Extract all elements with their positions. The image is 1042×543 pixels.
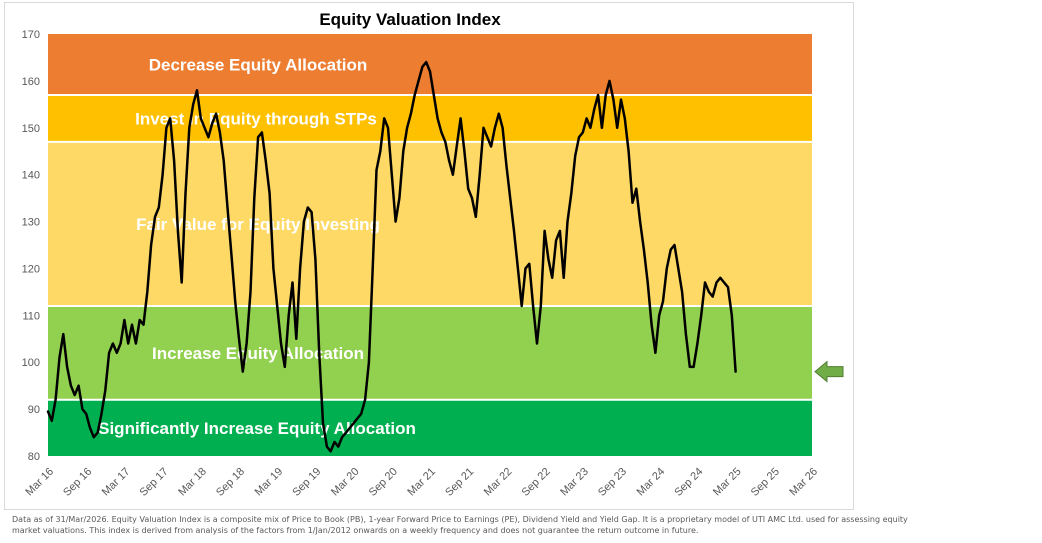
x-tick-label: Mar 19 [253, 466, 286, 499]
footnote-line-2: market valuations. This index is derived… [12, 526, 699, 535]
zone-label: Decrease Equity Allocation [149, 55, 368, 74]
x-tick-label: Mar 21 [405, 466, 438, 499]
footnote-line-1: Data as of 31/Mar/2026. Equity Valuation… [12, 515, 908, 524]
y-tick-label: 90 [28, 404, 40, 416]
x-tick-label: Sep 16 [61, 466, 94, 499]
y-tick-label: 110 [22, 310, 40, 322]
x-tick-label: Mar 16 [23, 466, 56, 499]
x-tick-label: Mar 26 [787, 466, 820, 499]
x-tick-label: Mar 18 [176, 466, 209, 499]
zone-band [48, 34, 812, 95]
index-line-layer [46, 60, 737, 453]
zone-labels: Decrease Equity Allocation Invest in Equi… [98, 55, 416, 437]
zone-label: Increase Equity Allocation [152, 344, 364, 363]
index-line [46, 60, 737, 453]
x-tick-label: Sep 23 [596, 466, 629, 499]
x-tick-label: Mar 23 [558, 466, 591, 499]
y-tick-label: 170 [22, 29, 40, 41]
valuation-zones [48, 34, 812, 456]
x-tick-label: Mar 22 [482, 466, 515, 499]
x-tick-label: Mar 17 [100, 466, 133, 499]
zone-label: Fair Value for Equity Investing [136, 215, 380, 234]
left-arrow-icon [814, 360, 844, 383]
x-tick-label: Sep 18 [214, 466, 247, 499]
y-tick-label: 160 [22, 76, 40, 88]
y-tick-label: 80 [28, 451, 40, 463]
x-tick-label: Mar 25 [711, 466, 744, 499]
x-tick-label: Sep 24 [672, 466, 705, 499]
current-value-marker [814, 360, 844, 383]
chart-title: Equity Valuation Index [319, 10, 501, 29]
x-tick-label: Sep 21 [443, 466, 476, 499]
x-tick-label: Sep 20 [367, 466, 400, 499]
y-tick-label: 120 [22, 263, 40, 275]
y-tick-label: 150 [22, 123, 40, 135]
zone-band [48, 94, 812, 142]
chart-frame [4, 2, 854, 510]
y-tick-label: 100 [22, 357, 40, 369]
equity-valuation-chart: Decrease Equity Allocation Invest in Equi… [22, 10, 844, 499]
zone-label: Significantly Increase Equity Allocation [98, 419, 416, 438]
x-tick-label: Sep 19 [290, 466, 323, 499]
zone-band [48, 399, 812, 456]
zone-label: Invest in Equity through STPs [135, 109, 377, 128]
x-tick-label: Mar 24 [635, 466, 668, 499]
x-tick-label: Sep 17 [138, 466, 171, 499]
zone-dividers [48, 93, 812, 401]
x-tick-label: Sep 22 [520, 466, 553, 499]
y-tick-label: 130 [22, 217, 40, 229]
x-tick-label: Mar 20 [329, 466, 362, 499]
x-tick-label: Sep 25 [749, 466, 782, 499]
y-tick-label: 140 [22, 170, 40, 182]
